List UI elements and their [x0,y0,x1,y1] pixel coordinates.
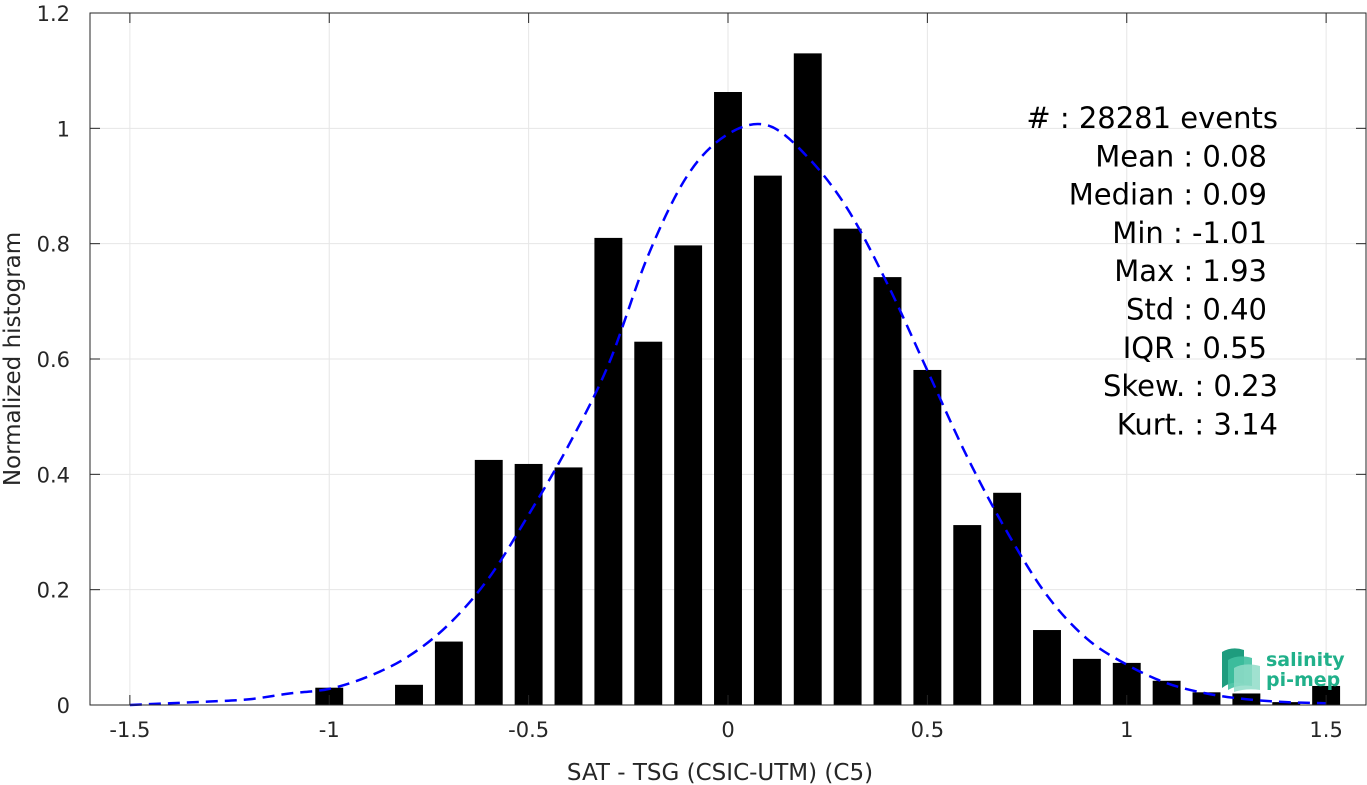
y-tick-label: 0.6 [37,348,70,372]
stats-line: Min : -1.01 [1112,216,1267,250]
y-tick-label: 1 [57,117,70,141]
histogram-bar [554,467,583,705]
y-tick-label: 0 [57,694,70,718]
x-tick-label: 0.5 [911,718,944,742]
histogram-bar [793,53,822,706]
y-axis-label: Normalized histogram [0,232,26,486]
histogram-bar [474,459,503,705]
stats-line: Median : 0.09 [1069,178,1267,212]
axis-ticks [90,12,1366,706]
logo-text-salinity: salinity [1266,649,1345,671]
histogram-bar [993,492,1022,705]
x-tick-label: -1.5 [109,718,150,742]
fit-curve [129,122,1327,707]
stats-line: Max : 1.93 [1114,254,1267,288]
x-tick-label: 0 [721,718,734,742]
y-tick-label: 1.2 [37,2,70,26]
y-tick-labels: 0 0.2 0.4 0.6 0.8 1 1.2 [37,2,70,718]
histogram-bars [315,53,1341,706]
x-tick-label: -0.5 [508,718,549,742]
logo-text-pimep: pi-mep [1266,669,1340,691]
histogram-bar [395,684,423,705]
x-axis-label: SAT - TSG (CSIC-UTM) (C5) [567,760,873,785]
stats-line: Kurt. : 3.14 [1117,407,1278,441]
histogram-bar [1072,658,1101,705]
x-tick-label: -1 [319,718,340,742]
stats-annotation: # : 28281 events Mean : 0.08 Median : 0.09… [1026,101,1278,441]
histogram-bar [953,525,982,705]
histogram-bar [753,175,782,705]
histogram-bar [833,228,862,705]
stats-line: IQR : 0.55 [1123,331,1267,365]
histogram-bar [714,92,742,705]
histogram-bar [434,641,463,705]
x-tick-labels: -1.5 -1 -0.5 0 0.5 1 1.5 [109,718,1342,742]
histogram-bar [514,463,543,705]
histogram-bar [1152,680,1181,705]
histogram-bar [873,277,902,705]
histogram-bar [674,245,703,705]
stats-line: Std : 0.40 [1126,293,1267,327]
y-tick-label: 0.4 [37,463,70,487]
y-tick-label: 0.2 [37,579,70,603]
x-tick-label: 1.5 [1309,718,1342,742]
y-tick-label: 0.8 [37,233,70,257]
logo-icon [1222,648,1260,692]
stats-line: Skew. : 0.23 [1103,369,1278,403]
x-tick-label: 1 [1120,718,1133,742]
histogram-bar [634,341,663,705]
stats-line: Mean : 0.08 [1095,139,1267,173]
stats-line: # : 28281 events [1026,101,1278,135]
histogram-bar [1033,630,1061,705]
histogram-bar [913,369,942,705]
salinity-pimep-logo: salinity pi-mep [1222,648,1345,692]
histogram-bar [594,237,623,705]
histogram-bar [1272,702,1301,705]
